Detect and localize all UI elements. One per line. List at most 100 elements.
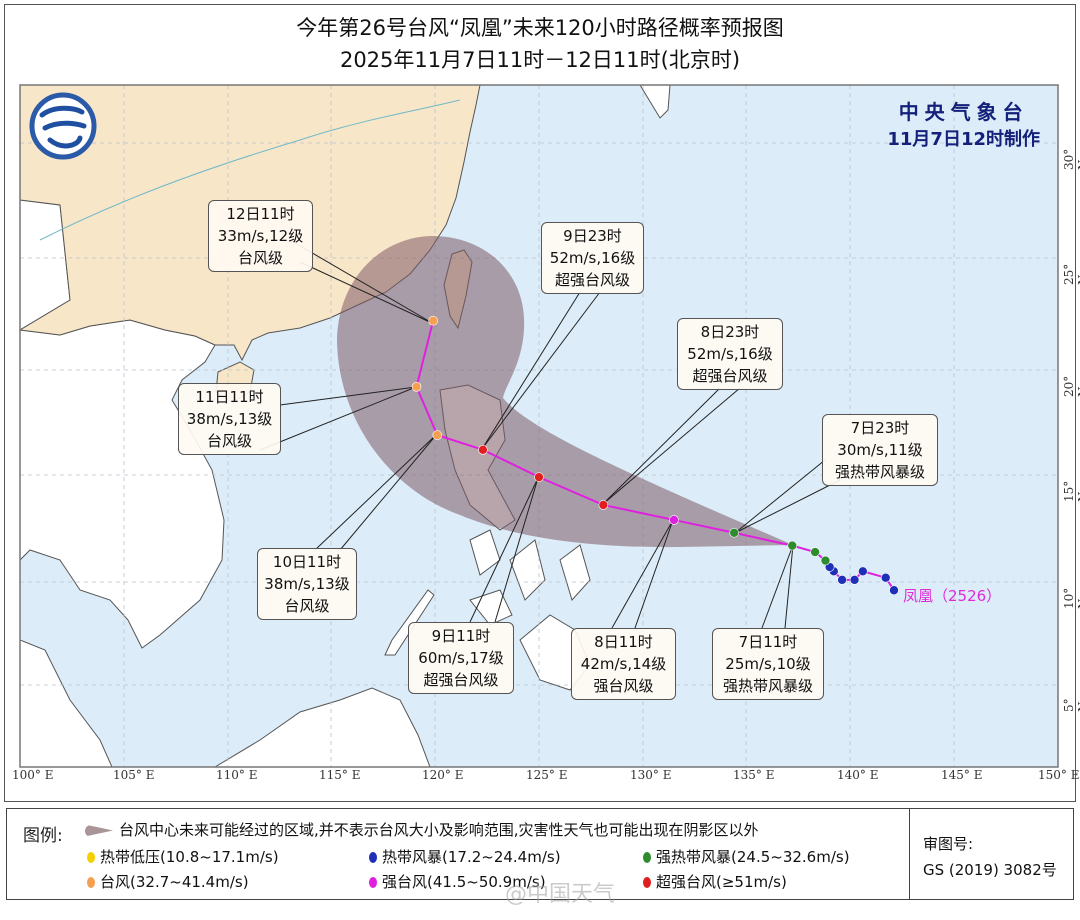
forecast-callout: 7日11时 25m/s,10级 强热带风暴级: [712, 628, 824, 700]
lat-label: 25° N: [1062, 263, 1080, 285]
lon-label: 110° E: [216, 768, 258, 782]
legend-cone-item: 台风中心未来可能经过的区域,并不表示台风大小及影响范围,灾害性天气也可能出现在阴…: [85, 819, 759, 840]
legend-item-td: 热带低压(10.8~17.1m/s): [87, 846, 279, 867]
callout-level: 超强台风级: [554, 271, 630, 289]
forecast-callout: 12日11时 33m/s,12级 台风级: [208, 200, 313, 272]
track-points: [411, 315, 899, 596]
past-track-point: [810, 547, 820, 557]
lon-label: 150° E: [1038, 768, 1080, 782]
callout-leaders: [259, 239, 841, 629]
past-track-point: [858, 566, 868, 577]
callout-wind: 38m/s,13级: [264, 575, 350, 593]
lon-label: 135° E: [733, 768, 775, 782]
legend-label: 强台风(41.5~50.9m/s): [382, 873, 546, 891]
lat-label: 15° N: [1062, 480, 1080, 502]
legend-label: 热带低压(10.8~17.1m/s): [100, 848, 279, 866]
lon-label: 145° E: [941, 768, 983, 782]
forecast-callout: 9日11时 60m/s,17级 超强台风级: [408, 622, 514, 694]
cma-logo-icon: [29, 92, 97, 160]
legend-label: 超强台风(≥51m/s): [656, 873, 787, 891]
legend-item-sts: 强热带风暴(24.5~32.6m/s): [643, 846, 850, 867]
callout-time: 9日11时: [431, 627, 491, 645]
lon-label: 140° E: [837, 768, 879, 782]
legend-divider: [909, 809, 910, 899]
forecast-point: [428, 315, 438, 326]
legend-item-super: 超强台风(≥51m/s): [643, 871, 787, 892]
callout-time: 10日11时: [272, 553, 342, 571]
typhoon-symbol-icon: [369, 852, 377, 863]
legend-item-ts: 热带风暴(17.2~24.4m/s): [369, 846, 561, 867]
callout-wind: 25m/s,10级: [725, 655, 811, 673]
watermark: @中国天气: [505, 882, 616, 907]
map-title: 今年第26号台风“凤凰”未来120小时路径概率预报图: [296, 16, 784, 40]
past-track-point: [820, 555, 831, 566]
map-subtitle: 2025年11月7日11时－12日11时(北京时): [339, 48, 741, 72]
callout-level: 超强台风级: [423, 671, 499, 689]
lat-label: 20° N: [1062, 375, 1080, 397]
storm-name-label: 凤凰（2526）: [903, 587, 1002, 605]
forecast-point: [411, 381, 422, 392]
callout-time: 8日11时: [594, 633, 653, 651]
forecast-callout: 7日23时 30m/s,11级 强热带风暴级: [822, 414, 938, 486]
callout-time: 8日23时: [700, 323, 760, 341]
lon-label: 130° E: [630, 768, 672, 782]
callout-wind: 52m/s,16级: [549, 249, 636, 267]
callout-time: 9日23时: [563, 227, 622, 245]
lon-label: 120° E: [422, 768, 464, 782]
legend-title: 图例:: [23, 826, 63, 846]
legend: 图例: 台风中心未来可能经过的区域,并不表示台风大小及影响范围,灾害性天气也可能…: [6, 808, 1074, 900]
typhoon-symbol-icon: [643, 877, 651, 888]
legend-label: 强热带风暴(24.5~32.6m/s): [656, 848, 850, 866]
forecast-callout: 9日23时 52m/s,16级 超强台风级: [541, 222, 644, 294]
cone-icon: [85, 824, 113, 837]
forecast-point: [432, 430, 443, 440]
callout-wind: 52m/s,16级: [687, 345, 773, 363]
past-track-point: [889, 585, 899, 596]
legend-cone-text: 台风中心未来可能经过的区域,并不表示台风大小及影响范围,灾害性天气也可能出现在阴…: [119, 821, 759, 839]
callout-wind: 38m/s,13级: [186, 410, 273, 428]
lat-label: 30° N: [1062, 148, 1080, 170]
review-number: GS (2019) 3082号: [923, 861, 1057, 879]
issue-time: 11月7日12时制作: [887, 129, 1040, 150]
callout-level: 强热带风暴级: [722, 677, 813, 695]
forecast-point: [478, 444, 488, 455]
lon-label: 105° E: [113, 768, 155, 782]
callout-time: 7日11时: [738, 633, 798, 651]
callout-level: 强热带风暴级: [834, 463, 925, 481]
callout-level: 强台风级: [593, 677, 654, 695]
lon-label: 125° E: [526, 768, 568, 782]
callout-time: 11日11时: [195, 388, 264, 406]
agency-stamp: 中央气象台 11月7日12时制作: [887, 96, 1040, 151]
callout-wind: 33m/s,12级: [217, 227, 304, 245]
map-border: [19, 84, 1059, 768]
past-track-point: [849, 575, 860, 585]
callout-level: 台风级: [237, 249, 283, 267]
callout-time: 12日11时: [226, 205, 295, 223]
forecast-point: [787, 540, 798, 551]
review-label: 审图号:: [923, 835, 974, 853]
forecast-callout: 11日11时 38m/s,13级 台风级: [178, 383, 281, 455]
forecast-point: [534, 472, 544, 482]
callout-level: 台风级: [284, 597, 330, 615]
agency-name: 中央气象台: [898, 100, 1029, 124]
lat-label: 5° N: [1062, 698, 1080, 712]
probability-cone: [337, 236, 793, 548]
callout-wind: 60m/s,17级: [418, 649, 504, 667]
callout-wind: 30m/s,11级: [837, 441, 923, 459]
past-track-point: [837, 575, 847, 585]
legend-label: 热带风暴(17.2~24.4m/s): [382, 848, 561, 866]
lat-label: 10° N: [1062, 587, 1080, 609]
forecast-callout: 8日23时 52m/s,16级 超强台风级: [677, 318, 783, 390]
forecast-callout: 8日11时 42m/s,14级 强台风级: [571, 628, 676, 700]
callout-level: 台风级: [206, 432, 252, 450]
typhoon-symbol-icon: [369, 877, 377, 888]
river: [39, 99, 461, 241]
legend-item-sty: 强台风(41.5~50.9m/s): [369, 871, 546, 892]
forecast-point: [598, 500, 609, 510]
lon-label: 115° E: [319, 768, 361, 782]
forecast-point: [669, 515, 679, 525]
typhoon-symbol-icon: [87, 877, 95, 888]
forecast-callout: 10日11时 38m/s,13级 台风级: [257, 548, 357, 620]
lon-label: 100° E: [12, 768, 54, 782]
forecast-point: [729, 527, 739, 538]
